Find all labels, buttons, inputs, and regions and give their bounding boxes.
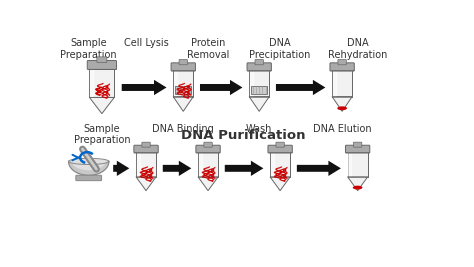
Text: DNA Purification: DNA Purification	[181, 129, 305, 143]
FancyBboxPatch shape	[247, 63, 272, 71]
Polygon shape	[69, 161, 109, 175]
Text: DNA Binding: DNA Binding	[152, 124, 214, 134]
Polygon shape	[347, 177, 368, 191]
Ellipse shape	[353, 186, 363, 190]
FancyArrowPatch shape	[163, 161, 191, 176]
Text: Sample
Preparation: Sample Preparation	[73, 124, 130, 145]
FancyBboxPatch shape	[198, 152, 218, 177]
Polygon shape	[136, 172, 156, 191]
Ellipse shape	[337, 106, 347, 110]
Polygon shape	[198, 175, 218, 177]
FancyBboxPatch shape	[179, 60, 187, 65]
Polygon shape	[90, 87, 114, 97]
FancyBboxPatch shape	[268, 145, 292, 153]
Polygon shape	[90, 97, 114, 114]
Polygon shape	[198, 177, 218, 191]
FancyBboxPatch shape	[196, 145, 220, 153]
Polygon shape	[173, 97, 193, 111]
Text: Cell Lysis: Cell Lysis	[124, 38, 168, 48]
Polygon shape	[198, 177, 218, 191]
FancyArrowPatch shape	[113, 161, 129, 176]
FancyArrowPatch shape	[225, 161, 264, 176]
FancyBboxPatch shape	[90, 69, 114, 97]
FancyBboxPatch shape	[338, 60, 346, 65]
FancyBboxPatch shape	[270, 152, 290, 177]
FancyBboxPatch shape	[87, 61, 117, 69]
FancyBboxPatch shape	[347, 152, 368, 177]
FancyArrowPatch shape	[122, 80, 166, 95]
FancyBboxPatch shape	[134, 145, 158, 153]
FancyBboxPatch shape	[204, 142, 212, 147]
Polygon shape	[90, 97, 114, 114]
Polygon shape	[249, 97, 269, 111]
FancyBboxPatch shape	[97, 57, 107, 62]
FancyBboxPatch shape	[255, 60, 264, 65]
FancyArrowPatch shape	[200, 80, 243, 95]
Text: Sample
Preparation: Sample Preparation	[60, 38, 117, 60]
FancyBboxPatch shape	[171, 63, 195, 71]
Text: Wash: Wash	[246, 124, 273, 134]
FancyBboxPatch shape	[173, 70, 193, 97]
FancyArrowPatch shape	[276, 80, 325, 95]
Polygon shape	[270, 177, 290, 191]
FancyBboxPatch shape	[249, 70, 269, 97]
FancyBboxPatch shape	[354, 142, 362, 147]
FancyBboxPatch shape	[136, 152, 156, 177]
FancyBboxPatch shape	[346, 145, 370, 153]
Text: DNA
Rehydration: DNA Rehydration	[328, 38, 387, 60]
FancyBboxPatch shape	[330, 63, 354, 71]
FancyBboxPatch shape	[142, 142, 150, 147]
Text: Protein
Removal: Protein Removal	[187, 38, 229, 60]
FancyBboxPatch shape	[251, 86, 267, 94]
Polygon shape	[136, 177, 156, 191]
Polygon shape	[270, 169, 290, 177]
Polygon shape	[332, 97, 352, 111]
Text: DNA Elution: DNA Elution	[313, 124, 372, 134]
Polygon shape	[72, 160, 106, 170]
Polygon shape	[270, 177, 290, 191]
FancyBboxPatch shape	[175, 86, 191, 94]
FancyArrowPatch shape	[297, 161, 341, 176]
FancyBboxPatch shape	[332, 70, 352, 97]
FancyBboxPatch shape	[276, 142, 284, 147]
Text: DNA
Precipitation: DNA Precipitation	[249, 38, 311, 60]
FancyBboxPatch shape	[76, 175, 101, 181]
